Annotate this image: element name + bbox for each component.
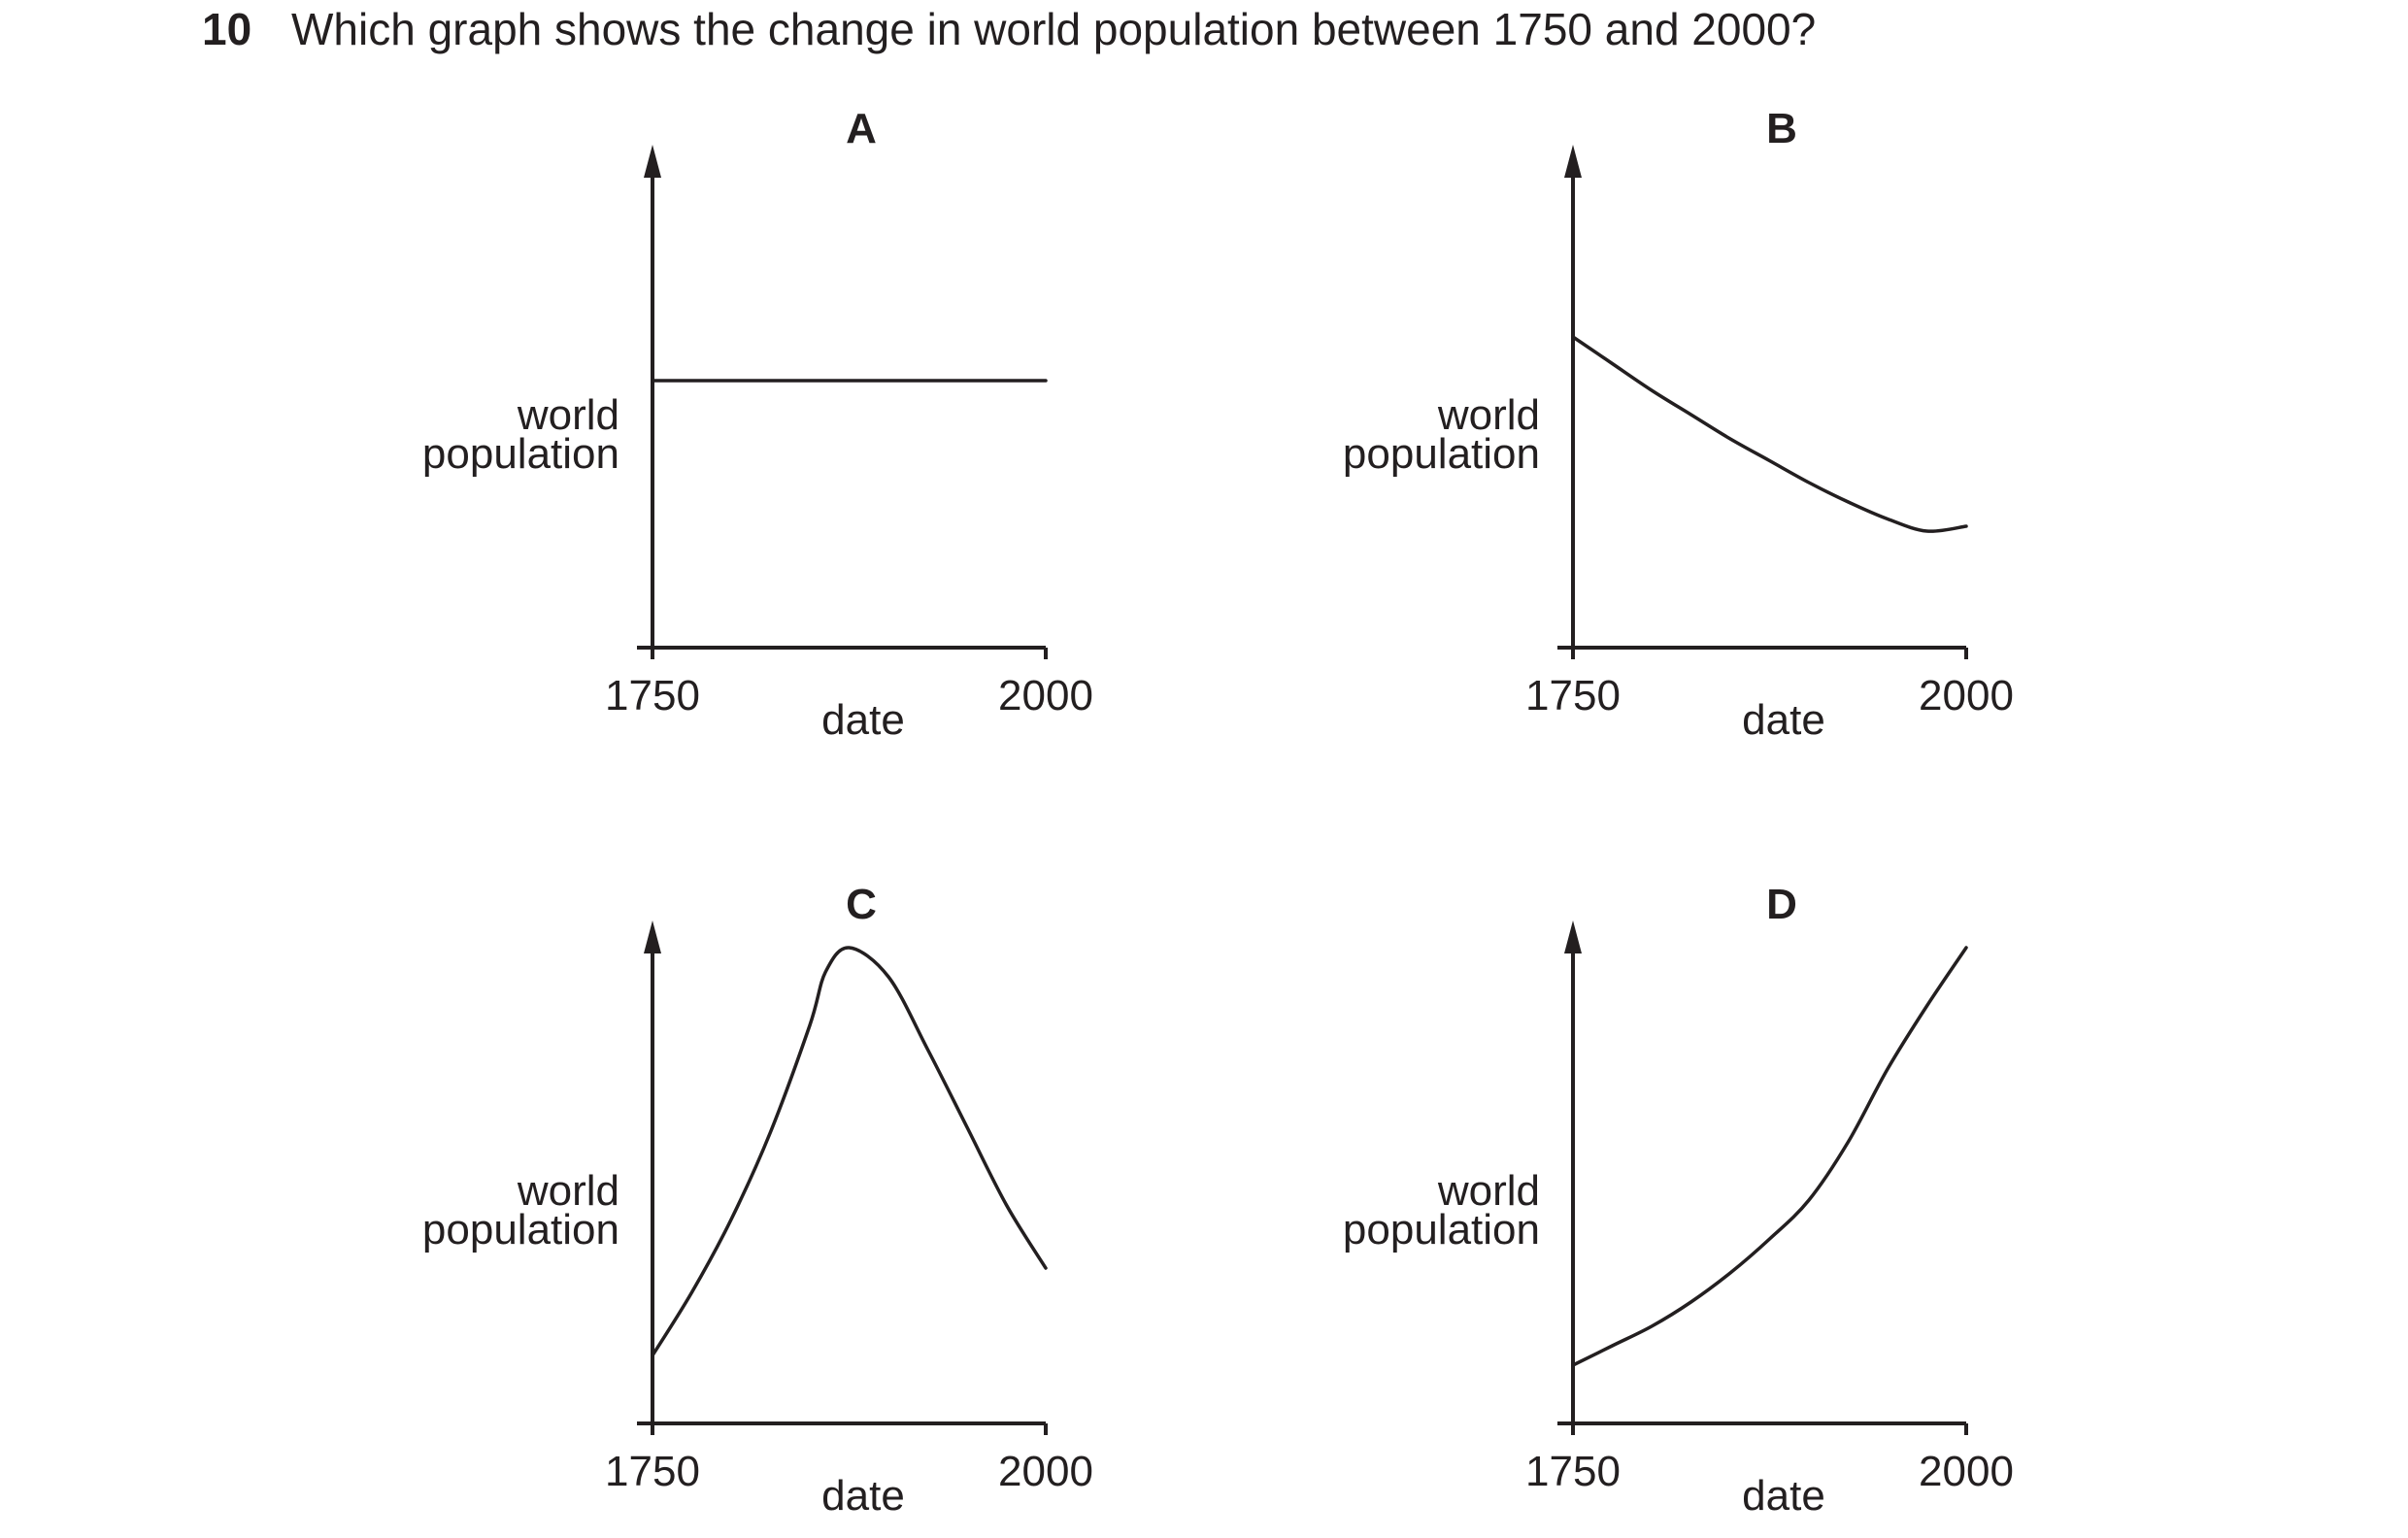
- question: 10 Which graph shows the change in world …: [202, 2, 1816, 56]
- panel-c-y-axis-arrow: [644, 920, 661, 953]
- panel-b-y-axis-arrow: [1564, 145, 1582, 178]
- panel-d-series-line: [1571, 946, 1968, 1367]
- panel-a-x-axis-label: date: [821, 696, 905, 744]
- panel-d-x-tick-label-2000: 2000: [1919, 1448, 2014, 1495]
- panel-a-x-tick-label-2000: 2000: [998, 672, 1093, 719]
- panel-b-x-axis-label: date: [1742, 696, 1825, 744]
- panel-b-y-axis-label-line-2: population: [1343, 430, 1540, 478]
- panel-c-title: C: [846, 881, 877, 928]
- panel-b-x-tick-label-1750: 1750: [1525, 672, 1621, 719]
- panel-a-x-tick-label-1750: 1750: [605, 672, 700, 719]
- question-text: Which graph shows the change in world po…: [291, 4, 1817, 54]
- panel-d-y-axis-label-line-2: population: [1343, 1206, 1540, 1254]
- panel-d-x-axis-label: date: [1742, 1472, 1825, 1520]
- panel-b-x-tick-label-2000: 2000: [1919, 672, 2014, 719]
- panel-c-x-tick-label-1750: 1750: [605, 1448, 700, 1495]
- panel-b-series-line: [1571, 335, 1968, 533]
- panel-b-title: B: [1766, 105, 1797, 152]
- panel-d-title: D: [1766, 881, 1797, 928]
- panel-c-series-line: [651, 946, 1048, 1357]
- panel-b-y-axis-label-line-1: world: [1437, 391, 1540, 439]
- panel-d-x-tick-label-1750: 1750: [1525, 1448, 1621, 1495]
- question-number: 10: [202, 4, 252, 54]
- panel-c-y-axis-label-line-2: population: [422, 1206, 619, 1254]
- panel-c-y-axis-label-line-1: world: [517, 1167, 619, 1215]
- panel-d-y-axis-label-line-1: world: [1437, 1167, 1540, 1215]
- panel-a-y-axis-label-line-1: world: [517, 391, 619, 439]
- panel-c-x-axis-label: date: [821, 1472, 905, 1520]
- panel-a-title: A: [846, 105, 877, 152]
- panel-d-y-axis-arrow: [1564, 920, 1582, 953]
- panel-a-y-axis-label-line-2: population: [422, 430, 619, 478]
- panel-c-x-tick-label-2000: 2000: [998, 1448, 1093, 1495]
- panel-a-y-axis-arrow: [644, 145, 661, 178]
